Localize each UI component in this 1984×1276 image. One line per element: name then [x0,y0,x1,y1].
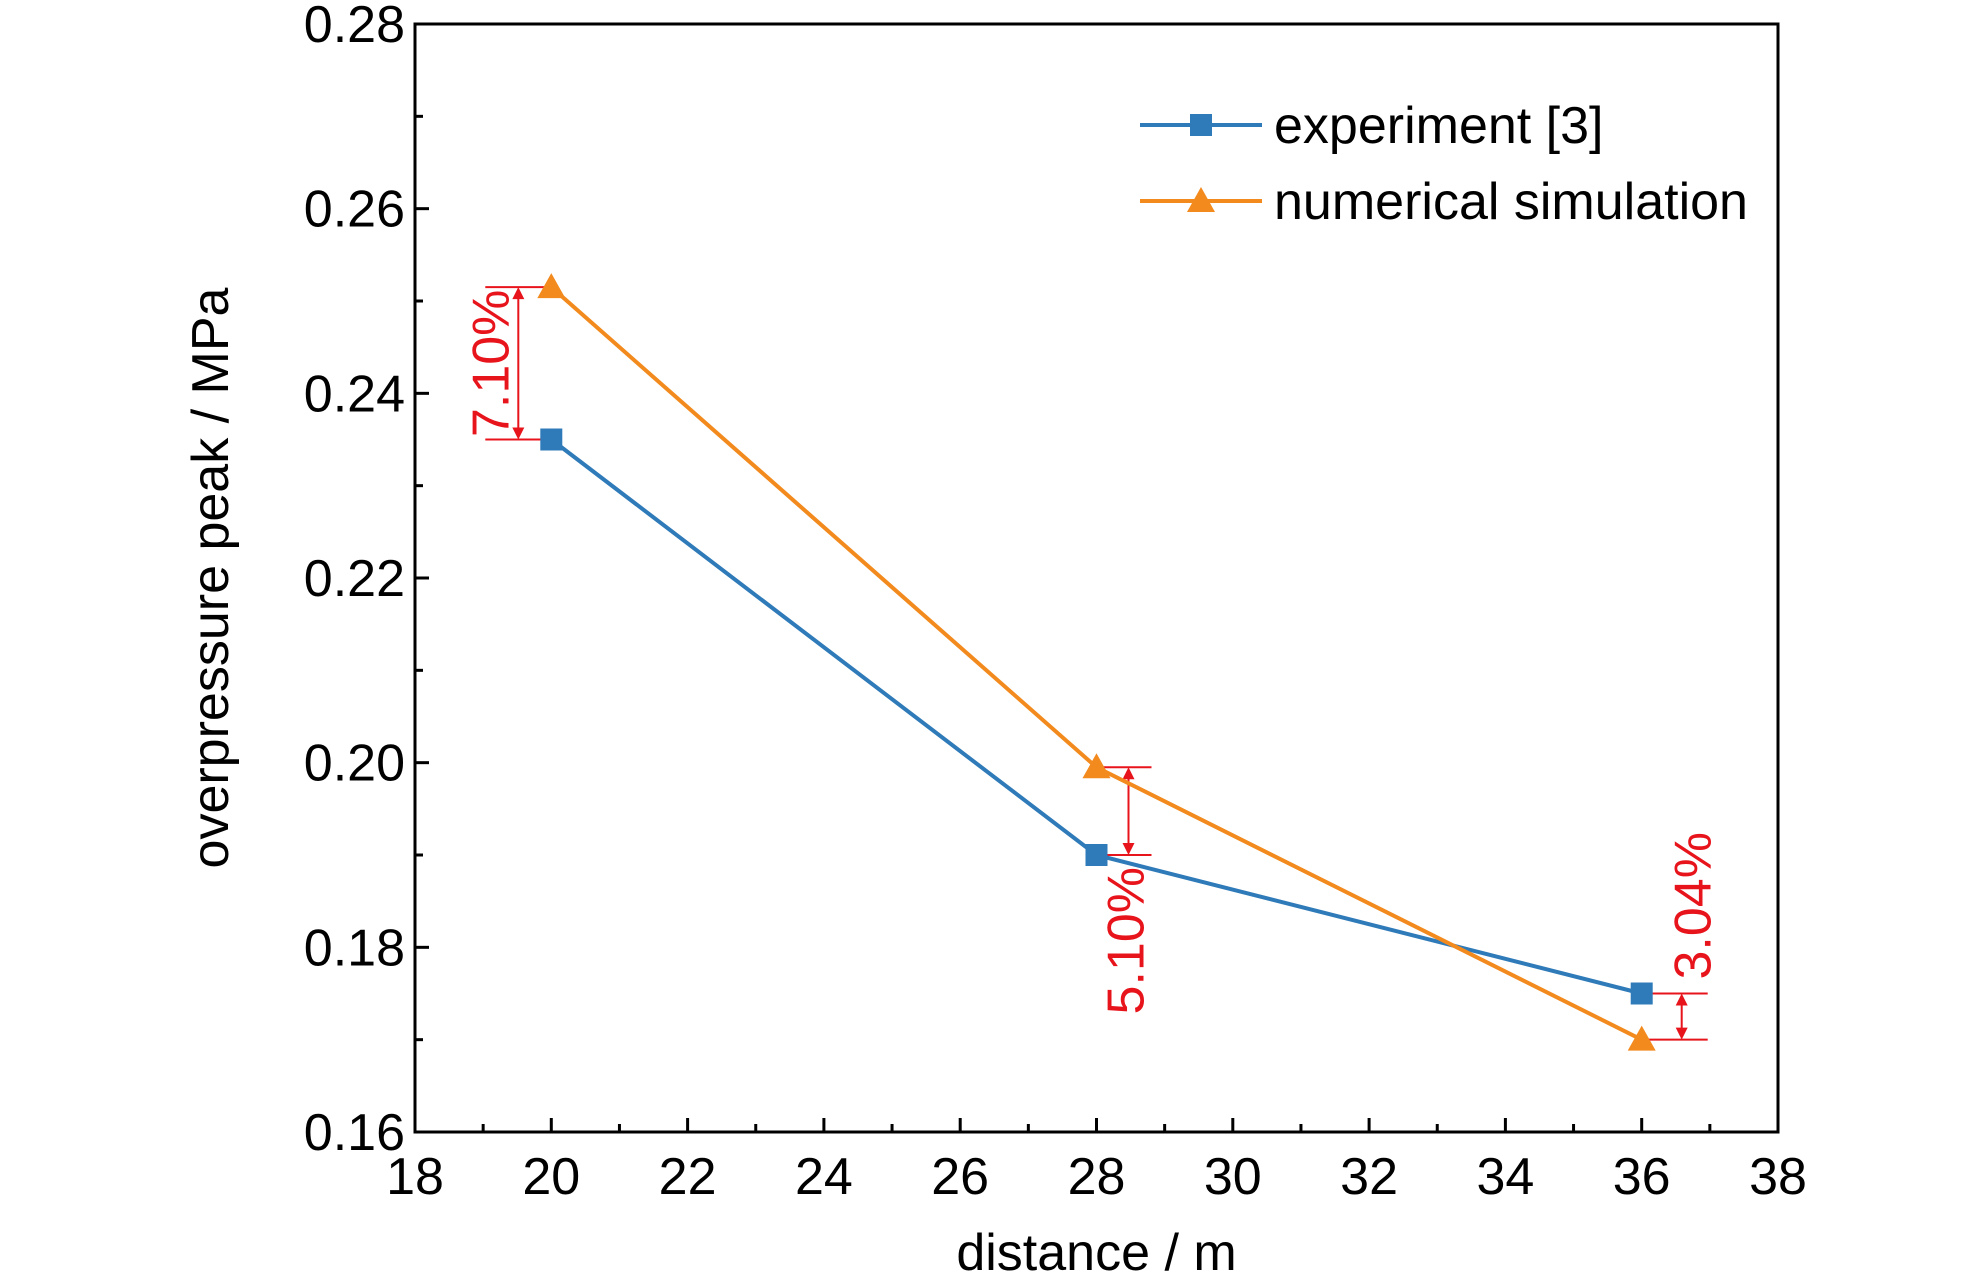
legend: experiment [3] numerical simulation [1140,97,1748,231]
annotation-1: 7.10% [462,286,558,441]
x-tick-label: 22 [659,1148,717,1206]
annotation-label: 7.10% [462,290,520,437]
x-axis-title: distance / m [956,1224,1236,1276]
x-tick-label: 26 [931,1148,989,1206]
annotation-arrowhead [1675,993,1688,1006]
series-line [550,437,1643,996]
data-point-square [1630,982,1653,1005]
y-tick-label: 0.24 [304,365,405,423]
x-tick-label: 18 [386,1148,444,1206]
y-tick-label: 0.20 [304,735,405,793]
annotation-arrowhead [512,287,525,300]
annotation-label: 5.10% [1098,867,1156,1014]
annotation-arrowhead [512,427,525,440]
legend-label: experiment [3] [1274,97,1604,155]
series-line [549,285,1643,1042]
annotation-arrowhead [1675,1027,1688,1040]
data-point-triangle [1082,753,1111,779]
annotation-layer: 7.10% 5.10% 3.04% [462,286,1723,1041]
annotation-label: 3.04% [1665,832,1723,979]
x-tick-label: 24 [795,1148,853,1206]
x-tick-label: 38 [1749,1148,1807,1206]
data-point-triangle [1627,1025,1656,1051]
x-tick-label: 28 [1068,1148,1126,1206]
series-numerical-simulation [537,273,1656,1051]
x-tick-label: 20 [522,1148,580,1206]
data-point-square [1190,114,1212,136]
y-tick-label: 0.16 [304,1104,405,1162]
y-axis-title: overpressure peak / MPa [182,287,240,868]
data-point-triangle [1187,187,1215,212]
x-tick-label: 30 [1204,1148,1262,1206]
legend-item: numerical simulation [1140,173,1748,231]
data-point-square [540,428,563,451]
annotation-arrowhead [1122,843,1135,855]
y-tick-label: 0.28 [304,0,405,54]
annotation-3: 3.04% [1647,832,1723,1041]
annotation-2: 5.10% [1098,766,1156,1014]
annotation-arrowhead [1122,767,1135,780]
legend-item: experiment [3] [1140,97,1604,155]
y-tick-label: 0.26 [304,181,405,239]
x-tick-label: 34 [1476,1148,1534,1206]
data-point-triangle [537,273,566,299]
legend-label: numerical simulation [1274,173,1748,231]
data-point-square [1085,844,1108,866]
y-tick-label: 0.22 [304,550,405,608]
x-tick-label: 32 [1340,1148,1398,1206]
series-layer [537,273,1656,1051]
x-tick-label: 36 [1613,1148,1671,1206]
ticks-layer: 18 20 22 24 26 28 30 32 34 36 38 0.16 0.18 0.20 0.22 0.… [304,0,1807,1206]
y-tick-label: 0.18 [304,919,405,977]
series-experiment [540,428,1653,1005]
